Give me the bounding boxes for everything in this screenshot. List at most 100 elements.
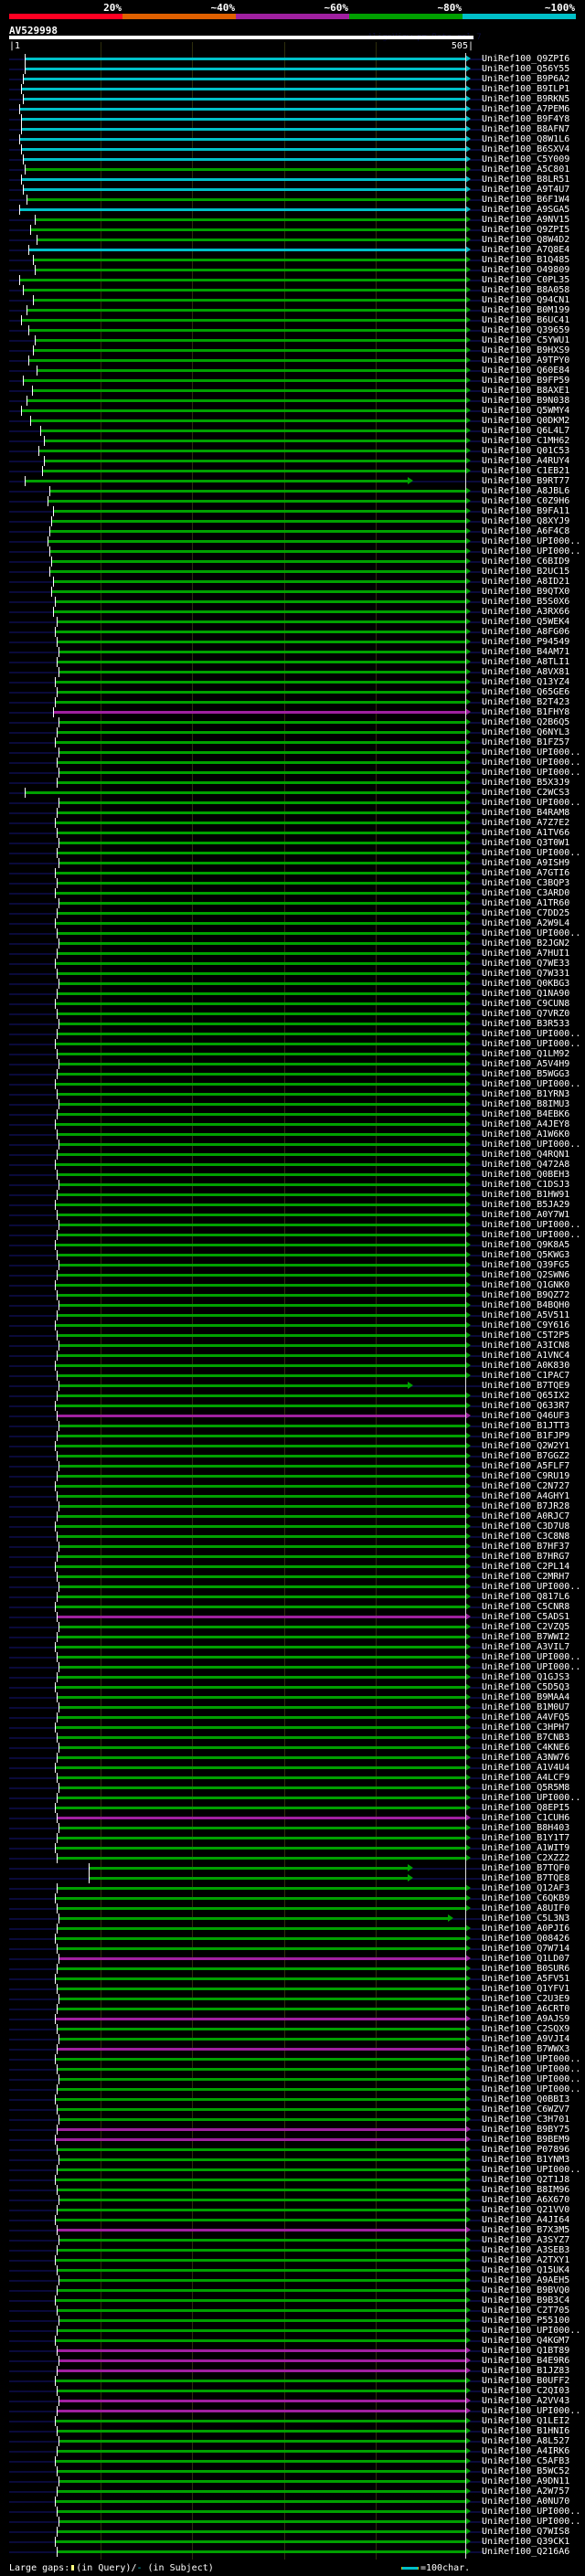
hit-row[interactable]: UniRef100_Q5WEK4: [0, 617, 585, 627]
hit-label[interactable]: UniRef100_C9CUN8: [482, 999, 570, 1009]
hit-label[interactable]: UniRef100_A8UIF0: [482, 1903, 570, 1913]
hit-row[interactable]: UniRef100_A8TLI1: [0, 657, 585, 667]
hit-row[interactable]: UniRef100_UPI000..: [0, 768, 585, 778]
hit-label[interactable]: UniRef100_B4BQH0: [482, 1300, 570, 1310]
hit-row[interactable]: UniRef100_B7CNB3: [0, 1733, 585, 1743]
hit-label[interactable]: UniRef100_Q7VRZ0: [482, 1009, 570, 1019]
hit-row[interactable]: UniRef100_A9ISH9: [0, 858, 585, 868]
hit-row[interactable]: UniRef100_UPI000..: [0, 2074, 585, 2084]
hit-row[interactable]: UniRef100_A1TR60: [0, 898, 585, 908]
hit-row[interactable]: UniRef100_A1W6K0: [0, 1129, 585, 1140]
hit-row[interactable]: UniRef100_P07896: [0, 2145, 585, 2155]
hit-row[interactable]: UniRef100_A3SEB3: [0, 2245, 585, 2255]
hit-label[interactable]: UniRef100_B7HRG7: [482, 1552, 570, 1562]
hit-label[interactable]: UniRef100_Q2W2Y1: [482, 1441, 570, 1451]
hit-row[interactable]: UniRef100_C2WCS3: [0, 788, 585, 798]
hit-row[interactable]: UniRef100_A6CRT0: [0, 2004, 585, 2014]
hit-label[interactable]: UniRef100_B4E9R6: [482, 2356, 570, 2366]
hit-label[interactable]: UniRef100_A9AEH5: [482, 2275, 570, 2285]
hit-label[interactable]: UniRef100_Q472A8: [482, 1160, 570, 1170]
hit-label[interactable]: UniRef100_P07896: [482, 2145, 570, 2155]
hit-label[interactable]: UniRef100_Q4KGM7: [482, 2336, 570, 2346]
hit-label[interactable]: UniRef100_A1TR60: [482, 898, 570, 908]
hit-label[interactable]: UniRef100_A2W757: [482, 2486, 570, 2496]
hit-label[interactable]: UniRef100_UPI000..: [482, 1079, 581, 1089]
hit-row[interactable]: UniRef100_B9RT77: [0, 476, 585, 486]
hit-row[interactable]: UniRef100_UPI000..: [0, 2054, 585, 2064]
hit-row[interactable]: UniRef100_UPI000..: [0, 2507, 585, 2517]
hit-label[interactable]: UniRef100_Q1GNK0: [482, 1280, 570, 1290]
hit-label[interactable]: UniRef100_B5WGG3: [482, 1069, 570, 1079]
hit-label[interactable]: UniRef100_B7CNB3: [482, 1733, 570, 1743]
hit-label[interactable]: UniRef100_B9QZ72: [482, 1290, 570, 1300]
hit-row[interactable]: UniRef100_B1HW91: [0, 1190, 585, 1200]
hit-row[interactable]: UniRef100_Q472A8: [0, 1160, 585, 1170]
hit-label[interactable]: UniRef100_B7JR28: [482, 1501, 570, 1511]
hit-row[interactable]: UniRef100_Q13YZ4: [0, 677, 585, 687]
hit-row[interactable]: UniRef100_A3RX66: [0, 607, 585, 617]
hit-row[interactable]: UniRef100_B7JR28: [0, 1501, 585, 1511]
hit-row[interactable]: UniRef100_P55100: [0, 2316, 585, 2326]
hit-row[interactable]: UniRef100_A6F4C8: [0, 526, 585, 536]
hit-row[interactable]: UniRef100_B9P6A2: [0, 74, 585, 84]
hit-row[interactable]: UniRef100_UPI000..: [0, 1220, 585, 1230]
hit-label[interactable]: UniRef100_UPI000..: [482, 536, 581, 546]
hit-label[interactable]: UniRef100_B9MAA4: [482, 1692, 570, 1702]
hit-label[interactable]: UniRef100_C5ADS1: [482, 1612, 570, 1622]
hit-label[interactable]: UniRef100_A4JEY8: [482, 1119, 570, 1129]
hit-row[interactable]: UniRef100_UPI000..: [0, 2064, 585, 2074]
hit-label[interactable]: UniRef100_B8IM96: [482, 2185, 570, 2195]
hit-label[interactable]: UniRef100_P55100: [482, 2316, 570, 2326]
hit-row[interactable]: UniRef100_B9FP59: [0, 376, 585, 386]
hit-row[interactable]: UniRef100_B8A058: [0, 285, 585, 295]
hit-label[interactable]: UniRef100_Q65IX2: [482, 1391, 570, 1401]
hit-label[interactable]: UniRef100_Q9K8A5: [482, 1240, 570, 1250]
hit-row[interactable]: UniRef100_B7TQE9: [0, 1381, 585, 1391]
hit-label[interactable]: UniRef100_UPI000..: [482, 928, 581, 938]
hit-label[interactable]: UniRef100_A7Q8E4: [482, 245, 570, 255]
hit-label[interactable]: UniRef100_A3ICN8: [482, 1341, 570, 1351]
hit-label[interactable]: UniRef100_Q13YZ4: [482, 677, 570, 687]
hit-label[interactable]: UniRef100_UPI000..: [482, 2074, 581, 2084]
hit-label[interactable]: UniRef100_Q21VV0: [482, 2205, 570, 2215]
hit-row[interactable]: UniRef100_B5JA29: [0, 1200, 585, 1210]
hit-row[interactable]: UniRef100_B8AFN7: [0, 124, 585, 134]
hit-label[interactable]: UniRef100_UPI000..: [482, 2326, 581, 2336]
hit-row[interactable]: UniRef100_C1DSJ3: [0, 1180, 585, 1190]
hit-row[interactable]: UniRef100_Q3T0W1: [0, 838, 585, 848]
hit-row[interactable]: UniRef100_UPI000..: [0, 798, 585, 808]
hit-row[interactable]: UniRef100_Q9ZPI6: [0, 54, 585, 64]
hit-row[interactable]: UniRef100_A8VX81: [0, 667, 585, 677]
hit-label[interactable]: UniRef100_A4IRK6: [482, 2446, 570, 2456]
hit-row[interactable]: UniRef100_B7WWI2: [0, 1632, 585, 1642]
hit-label[interactable]: UniRef100_C6WZV7: [482, 2104, 570, 2115]
hit-label[interactable]: UniRef100_UPI000..: [482, 1230, 581, 1240]
hit-label[interactable]: UniRef100_Q39659: [482, 325, 570, 335]
hit-row[interactable]: UniRef100_UPI000..: [0, 1230, 585, 1240]
hit-label[interactable]: UniRef100_A9VJI4: [482, 2034, 570, 2044]
hit-row[interactable]: UniRef100_B9F4Y8: [0, 114, 585, 124]
hit-row[interactable]: UniRef100_A9VJI4: [0, 2034, 585, 2044]
hit-row[interactable]: UniRef100_C9Y616: [0, 1320, 585, 1330]
hit-label[interactable]: UniRef100_UPI000..: [482, 2084, 581, 2094]
hit-label[interactable]: UniRef100_B9ILP1: [482, 84, 570, 94]
hit-label[interactable]: UniRef100_C2XZZ2: [482, 1853, 570, 1863]
hit-row[interactable]: UniRef100_A4IRK6: [0, 2446, 585, 2456]
hit-label[interactable]: UniRef100_A4RUY4: [482, 456, 570, 466]
hit-row[interactable]: UniRef100_UPI000..: [0, 1039, 585, 1049]
hit-row[interactable]: UniRef100_Q65GE6: [0, 687, 585, 697]
hit-label[interactable]: UniRef100_UPI000..: [482, 2406, 581, 2416]
hit-label[interactable]: UniRef100_Q1LM92: [482, 1049, 570, 1059]
hit-row[interactable]: UniRef100_Q4RQN1: [0, 1150, 585, 1160]
hit-label[interactable]: UniRef100_A2W9L4: [482, 918, 570, 928]
hit-row[interactable]: UniRef100_A8JBL6: [0, 486, 585, 496]
hit-label[interactable]: UniRef100_Q94CN1: [482, 295, 570, 305]
hit-row[interactable]: UniRef100_UPI000..: [0, 546, 585, 557]
hit-row[interactable]: UniRef100_B9FA11: [0, 506, 585, 516]
hit-label[interactable]: UniRef100_A1WIT9: [482, 1843, 570, 1853]
hit-label[interactable]: UniRef100_A8VX81: [482, 667, 570, 677]
hit-label[interactable]: UniRef100_A2VV43: [482, 2396, 570, 2406]
hit-row[interactable]: UniRef100_Q8XYJ9: [0, 516, 585, 526]
hit-row[interactable]: UniRef100_B1FHY8: [0, 707, 585, 717]
hit-label[interactable]: UniRef100_Q0DKM2: [482, 416, 570, 426]
